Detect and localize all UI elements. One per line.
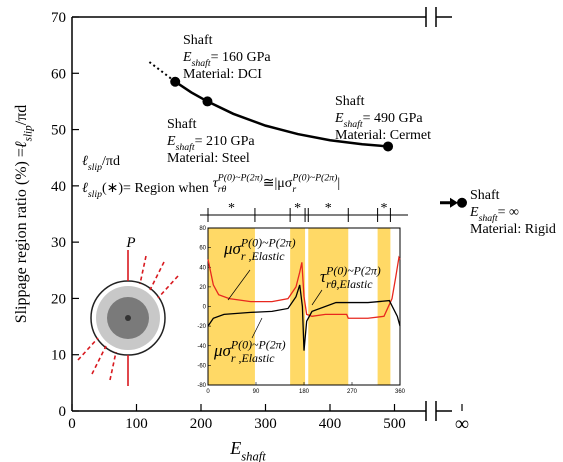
annotation: Shaft bbox=[470, 188, 500, 203]
inset-label: P(0)~P(2π) bbox=[240, 235, 296, 249]
shaft-diagram bbox=[78, 250, 178, 386]
inset-x-tick-label: 360 bbox=[395, 389, 406, 395]
note: r bbox=[292, 184, 296, 195]
inset-label: μσ bbox=[213, 341, 232, 360]
inset-y-tick-label: -20 bbox=[197, 324, 206, 330]
slip-region bbox=[308, 228, 348, 385]
x-tick-label: 300 bbox=[254, 416, 277, 432]
y-tick-label: 0 bbox=[59, 404, 67, 420]
note: P(0)~P(2π) bbox=[291, 173, 337, 184]
x-tick-label: 400 bbox=[319, 416, 342, 432]
y-tick-label: 20 bbox=[51, 291, 66, 307]
annotation: = 490 GPa bbox=[363, 111, 424, 126]
y-axis-label-part: /πd bbox=[13, 105, 30, 126]
inset-y-tick-label: -60 bbox=[197, 363, 206, 369]
x-tick-label: ∞ bbox=[455, 413, 469, 435]
note: P(0)~P(2π) bbox=[217, 173, 263, 184]
note: | bbox=[337, 176, 340, 191]
inset-y-tick-label: 40 bbox=[199, 265, 206, 271]
y-tick-label: 70 bbox=[51, 10, 66, 26]
slip-mark: * bbox=[294, 201, 301, 216]
data-point bbox=[170, 77, 180, 87]
x-tick-label: 0 bbox=[68, 416, 76, 432]
load-label: P bbox=[125, 235, 135, 251]
annotation: E bbox=[182, 50, 192, 65]
inset-label: μσ bbox=[223, 239, 242, 258]
inset-label: r ,Elastic bbox=[241, 249, 285, 263]
data-point bbox=[202, 96, 212, 106]
x-axis-label: E bbox=[229, 438, 241, 458]
rigid-arrow-head bbox=[450, 198, 458, 208]
y-tick-label: 60 bbox=[51, 66, 66, 82]
data-point bbox=[457, 198, 467, 208]
note: slip bbox=[88, 162, 102, 173]
inset-x-tick-label: 90 bbox=[253, 389, 260, 395]
annotation: Material: Rigid bbox=[470, 222, 556, 237]
annotation: Material: DCI bbox=[183, 67, 262, 82]
inset-x-tick-label: 180 bbox=[299, 389, 310, 395]
x-tick-label: 200 bbox=[190, 416, 213, 432]
y-tick-label: 10 bbox=[51, 348, 66, 364]
annotation: Shaft bbox=[335, 94, 365, 109]
annotation: Shaft bbox=[167, 117, 197, 132]
inset-x-tick-label: 270 bbox=[347, 389, 358, 395]
inset-y-tick-label: -80 bbox=[197, 383, 206, 389]
inset-y-tick-label: 0 bbox=[203, 305, 207, 311]
inset-label: r ,Elastic bbox=[231, 351, 275, 365]
annotation: E bbox=[334, 111, 344, 126]
y-tick-label: 50 bbox=[51, 123, 66, 139]
annotation: = 160 GPa bbox=[211, 50, 272, 65]
note: slip bbox=[88, 189, 102, 200]
chart: 0102030405060700100200300400500∞EshaftSl… bbox=[0, 0, 563, 462]
x-tick-label: 500 bbox=[383, 416, 406, 432]
y-tick-label: 40 bbox=[51, 179, 66, 195]
annotation: Material: Cermet bbox=[335, 128, 431, 143]
note: ≅|μσ bbox=[263, 176, 293, 191]
y-axis-label-part: Slippage region ratio (%) = bbox=[13, 148, 30, 323]
inset-y-tick-label: 80 bbox=[199, 226, 206, 232]
annotation: E bbox=[166, 134, 176, 149]
inset-label: P(0)~P(2π) bbox=[325, 263, 381, 277]
inset-label: rθ,Elastic bbox=[326, 277, 373, 291]
note: (∗)= Region when bbox=[102, 181, 209, 196]
annotation: = ∞ bbox=[498, 205, 519, 220]
annotation: Shaft bbox=[183, 33, 213, 48]
slip-mark: * bbox=[228, 201, 235, 216]
inset-x-tick-label: 0 bbox=[206, 389, 210, 395]
inset-y-tick-label: -40 bbox=[197, 344, 206, 350]
annotation: E bbox=[469, 205, 479, 220]
inset-y-tick-label: 20 bbox=[199, 285, 206, 291]
note: rθ bbox=[218, 184, 227, 195]
note: /πd bbox=[102, 154, 120, 169]
slip-mark: * bbox=[325, 201, 332, 216]
x-tick-label: 100 bbox=[125, 416, 148, 432]
annotation: Material: Steel bbox=[167, 151, 250, 166]
x-axis-label: shaft bbox=[241, 449, 266, 462]
shaft-center bbox=[125, 315, 131, 321]
inset-label: P(0)~P(2π) bbox=[230, 337, 286, 351]
slip-mark: * bbox=[381, 201, 388, 216]
inset-y-tick-label: 60 bbox=[199, 246, 206, 252]
y-axis-label-part: slip bbox=[23, 125, 35, 142]
y-tick-label: 30 bbox=[51, 235, 66, 251]
annotation: = 210 GPa bbox=[195, 134, 256, 149]
